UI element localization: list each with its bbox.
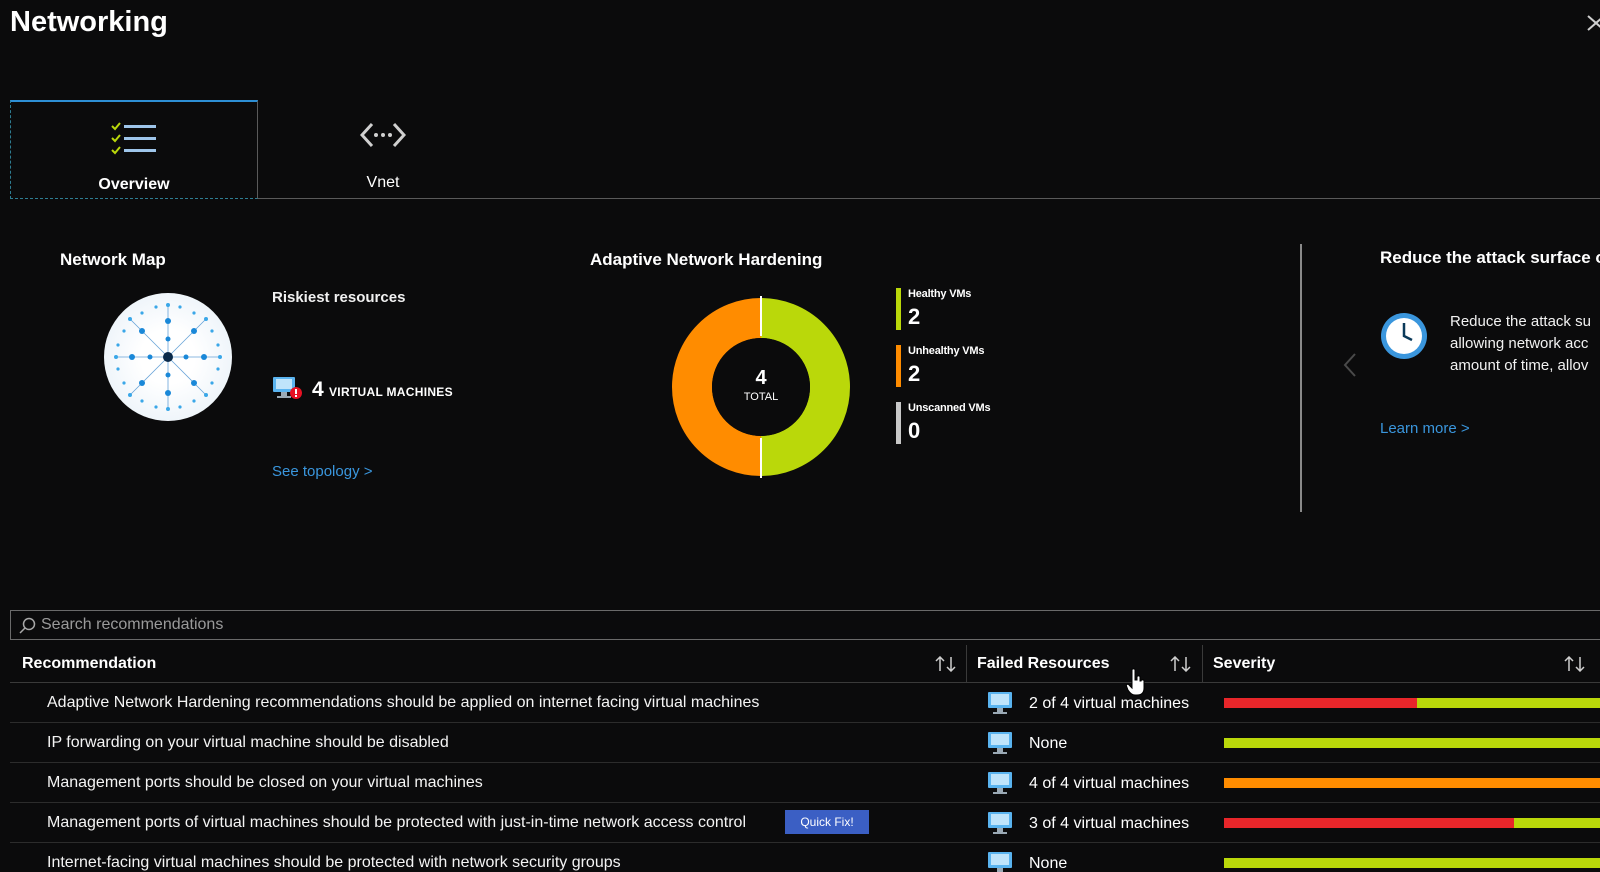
header-recommendation[interactable]: Recommendation: [22, 655, 157, 672]
clock-icon: [1379, 311, 1429, 366]
severity-bar: [1224, 858, 1600, 868]
page-title: Networking: [10, 6, 168, 38]
severity-segment: [1224, 778, 1600, 788]
severity-bar: [1224, 818, 1600, 828]
search-input[interactable]: [41, 614, 1041, 636]
legend-unscanned-value: 0: [908, 418, 921, 443]
see-topology-link[interactable]: See topology >: [272, 463, 373, 480]
learn-more-link[interactable]: Learn more >: [1380, 420, 1470, 437]
severity-segment: [1513, 818, 1600, 828]
checklist-icon: [111, 120, 157, 165]
network-map-graph[interactable]: [104, 293, 232, 421]
table-row[interactable]: Adaptive Network Hardening recommendatio…: [10, 684, 1600, 723]
tab-vnet-label: Vnet: [366, 174, 400, 191]
column-separator[interactable]: [1202, 645, 1203, 683]
table-row[interactable]: Internet-facing virtual machines should …: [10, 844, 1600, 872]
recommendation-text: Management ports should be closed on you…: [47, 774, 483, 791]
search-icon: [19, 617, 37, 640]
legend-unhealthy-swatch: [896, 345, 901, 387]
severity-segment: [1224, 738, 1600, 748]
failed-resources: 3 of 4 virtual machines: [1029, 815, 1190, 832]
header-severity[interactable]: Severity: [1213, 655, 1276, 672]
failed-resources: 4 of 4 virtual machines: [1029, 775, 1190, 792]
failed-resources: 2 of 4 virtual machines: [1029, 695, 1190, 712]
reduce-text-line: Reduce the attack su: [1450, 313, 1591, 330]
legend-unscanned-label: Unscanned VMs: [908, 402, 991, 414]
search-box[interactable]: [10, 610, 1600, 640]
quick-fix-button[interactable]: Quick Fix!: [785, 810, 869, 834]
vm-icon: [987, 810, 1013, 841]
severity-bar: [1224, 738, 1600, 748]
riskiest-vm-count: 4: [312, 378, 324, 401]
riskiest-resources-title: Riskiest resources: [272, 289, 406, 306]
failed-resources: None: [1029, 855, 1068, 872]
severity-bar: [1224, 698, 1600, 708]
donut-total-value: 4: [755, 367, 767, 389]
riskiest-vm-label: VIRTUAL MACHINES: [329, 385, 453, 399]
table-header: Recommendation Failed Resources Severity: [10, 645, 1600, 683]
legend-healthy-value: 2: [908, 304, 921, 329]
reduce-text-line: amount of time, allov: [1450, 357, 1589, 374]
sort-icon[interactable]: [1564, 655, 1586, 677]
reduce-text-line: allowing network acc: [1450, 335, 1589, 352]
panel-divider: [1300, 244, 1302, 512]
recommendation-text: IP forwarding on your virtual machine sh…: [47, 734, 449, 751]
table-row[interactable]: Management ports should be closed on you…: [10, 764, 1600, 803]
recommendation-text: Internet-facing virtual machines should …: [47, 854, 621, 871]
code-arrows-icon: [359, 118, 407, 157]
vm-alert-icon: [272, 375, 302, 406]
vm-icon: [987, 850, 1013, 872]
legend-unscanned-swatch: [896, 402, 901, 444]
tab-overview-label: Overview: [98, 176, 170, 193]
hardening-donut-chart[interactable]: 4 TOTAL: [670, 296, 852, 483]
severity-segment: [1224, 698, 1417, 708]
sort-icon[interactable]: [935, 655, 957, 677]
network-graph-icon: [114, 303, 222, 411]
chevron-left-icon[interactable]: [1343, 352, 1357, 383]
table-row[interactable]: IP forwarding on your virtual machine sh…: [10, 724, 1600, 763]
severity-segment: [1224, 818, 1514, 828]
header-failed-resources[interactable]: Failed Resources: [977, 655, 1110, 672]
tab-overview[interactable]: Overview: [10, 100, 258, 199]
vm-icon: [987, 730, 1013, 761]
severity-bar: [1224, 778, 1600, 788]
recommendation-text: Management ports of virtual machines sho…: [47, 814, 746, 831]
tab-vnet[interactable]: Vnet: [262, 100, 504, 199]
reduce-attack-surface-title: Reduce the attack surface o: [1380, 248, 1600, 267]
hardening-title: Adaptive Network Hardening: [590, 250, 823, 269]
severity-segment: [1224, 858, 1600, 868]
vm-icon: [987, 770, 1013, 801]
legend-unhealthy-value: 2: [908, 361, 921, 386]
recommendation-text: Adaptive Network Hardening recommendatio…: [47, 694, 760, 711]
hand-cursor-icon: [1125, 668, 1146, 701]
severity-segment: [1417, 698, 1600, 708]
tabs-divider: [258, 198, 1600, 199]
vm-icon: [987, 690, 1013, 721]
failed-resources: None: [1029, 735, 1068, 752]
column-separator[interactable]: [966, 645, 967, 683]
sort-icon[interactable]: [1170, 655, 1192, 677]
legend-healthy-swatch: [896, 288, 901, 330]
network-map-title: Network Map: [60, 250, 166, 269]
legend-unhealthy-label: Unhealthy VMs: [908, 345, 985, 357]
table-row[interactable]: Management ports of virtual machines sho…: [10, 804, 1600, 843]
close-icon[interactable]: [1586, 12, 1600, 34]
donut-total-label: TOTAL: [744, 391, 778, 403]
reduce-attack-surface-text: Reduce the attack su allowing network ac…: [1450, 311, 1591, 377]
legend-healthy-label: Healthy VMs: [908, 288, 972, 300]
